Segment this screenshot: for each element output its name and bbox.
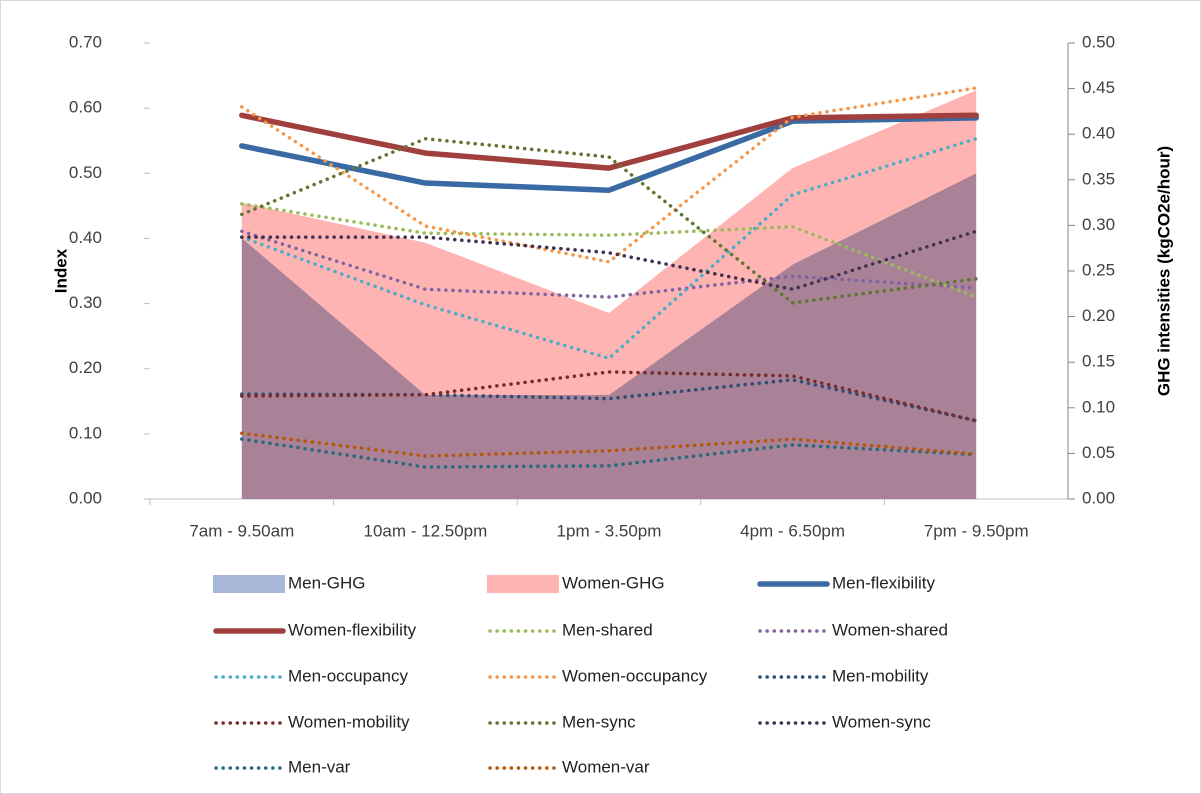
line bbox=[240, 431, 978, 458]
area bbox=[241, 173, 977, 499]
y-tick-label: 0.30 bbox=[69, 293, 102, 312]
y2-tick-label: 0.10 bbox=[1082, 397, 1115, 416]
y2-tick-label: 0.20 bbox=[1082, 306, 1115, 325]
y2-tick-label: 0.35 bbox=[1082, 169, 1115, 188]
legend-label: Men-flexibility bbox=[832, 573, 935, 592]
y2-tick-label: 0.25 bbox=[1082, 260, 1115, 279]
legend-swatch bbox=[213, 575, 285, 593]
x-tick-label: 7am - 9.50am bbox=[189, 521, 294, 540]
line bbox=[240, 437, 978, 469]
legend-label: Women-mobility bbox=[288, 712, 410, 731]
y-axis-title: Index bbox=[51, 248, 70, 293]
legend-label: Women-GHG bbox=[562, 573, 665, 592]
y2-tick-label: 0.40 bbox=[1082, 124, 1115, 143]
legend-label: Women-sync bbox=[832, 712, 931, 731]
y-tick-label: 0.70 bbox=[69, 32, 102, 51]
y-tick-label: 0.50 bbox=[69, 163, 102, 182]
legend-label: Men-occupancy bbox=[288, 666, 409, 685]
y2-tick-label: 0.15 bbox=[1082, 352, 1115, 371]
y2-tick-label: 0.50 bbox=[1082, 32, 1115, 51]
y2-tick-label: 0.05 bbox=[1082, 443, 1115, 462]
legend-label: Women-flexibility bbox=[288, 620, 417, 639]
y2-tick-label: 0.00 bbox=[1082, 488, 1115, 507]
line bbox=[240, 202, 978, 299]
line bbox=[240, 370, 978, 423]
x-tick-label: 4pm - 6.50pm bbox=[740, 521, 845, 540]
legend-label: Women-occupancy bbox=[562, 666, 708, 685]
line bbox=[240, 137, 978, 305]
y-tick-label: 0.00 bbox=[69, 488, 102, 507]
line bbox=[240, 229, 978, 299]
y-tick-label: 0.40 bbox=[69, 228, 102, 247]
legend-label: Men-shared bbox=[562, 620, 653, 639]
y2-tick-label: 0.45 bbox=[1082, 78, 1115, 97]
legend-label: Men-GHG bbox=[288, 573, 365, 592]
line bbox=[240, 229, 978, 291]
line bbox=[239, 115, 979, 193]
y-tick-label: 0.20 bbox=[69, 358, 102, 377]
legend-label: Men-mobility bbox=[832, 666, 929, 685]
x-tick-label: 7pm - 9.50pm bbox=[924, 521, 1029, 540]
legend-label: Men-sync bbox=[562, 712, 636, 731]
x-tick-label: 1pm - 3.50pm bbox=[557, 521, 662, 540]
legend-swatch bbox=[487, 575, 559, 593]
line bbox=[240, 137, 978, 361]
legend-label: Women-var bbox=[562, 757, 650, 776]
y2-tick-label: 0.30 bbox=[1082, 215, 1115, 234]
y2-axis-title: GHG intensities (kgCO2e/hour) bbox=[1154, 146, 1173, 396]
y-tick-label: 0.60 bbox=[69, 98, 102, 117]
y-tick-label: 0.10 bbox=[69, 423, 102, 442]
line bbox=[240, 86, 978, 264]
legend-label: Women-shared bbox=[832, 620, 948, 639]
line bbox=[239, 112, 979, 171]
x-tick-label: 10am - 12.50pm bbox=[364, 521, 488, 540]
legend-label: Men-var bbox=[288, 757, 351, 776]
